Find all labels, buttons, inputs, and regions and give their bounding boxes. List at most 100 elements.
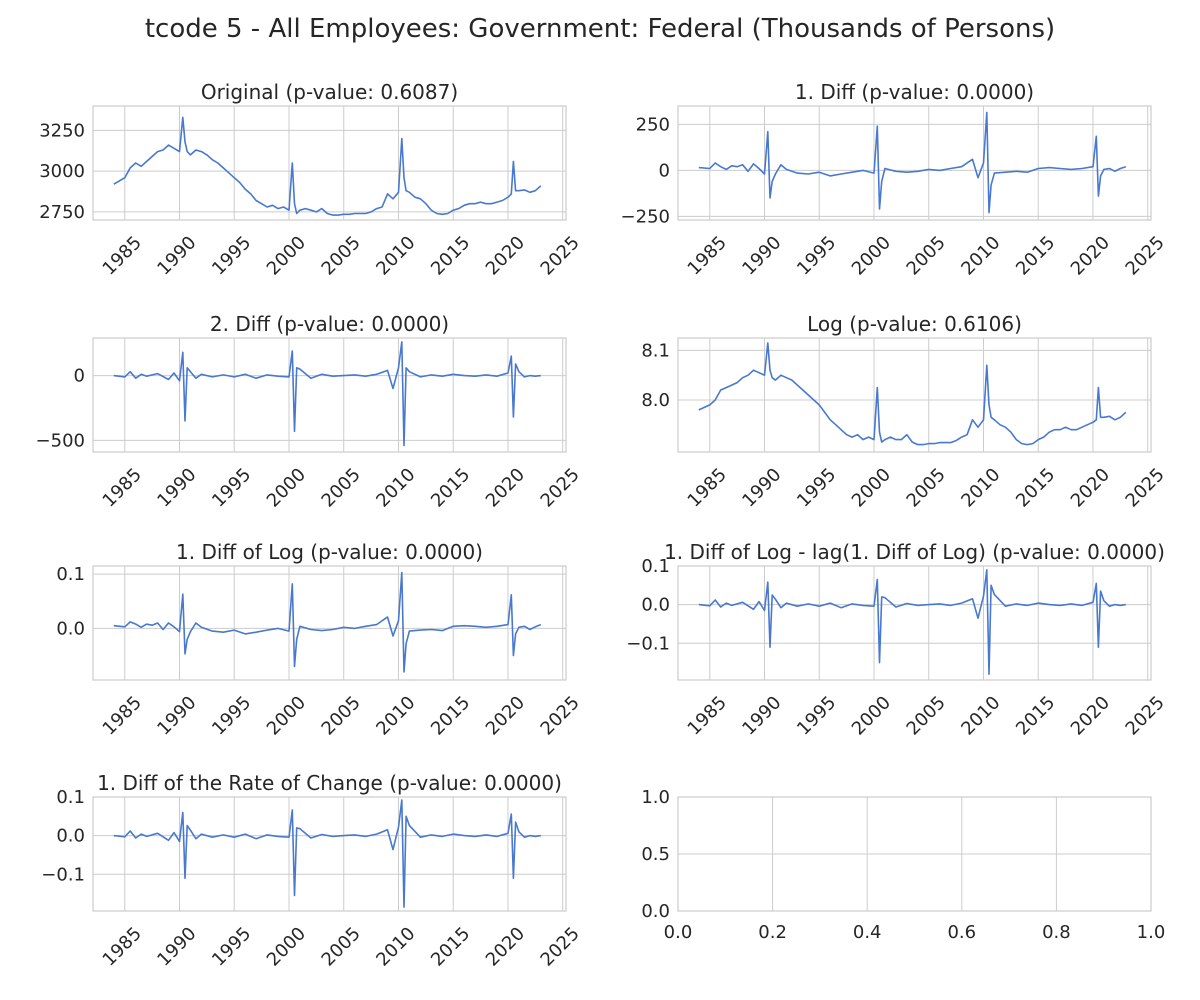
subplot-title: 1. Diff (p-value: 0.0000) (795, 80, 1034, 104)
subplot-6: 1. Diff of Log - lag(1. Diff of Log) (p-… (626, 540, 1169, 739)
x-tick-label: 2025 (1122, 692, 1169, 739)
subplot-title: 1. Diff of the Rate of Change (p-value: … (97, 771, 562, 795)
x-tick-label: 2020 (482, 923, 529, 970)
x-tick-label: 2000 (263, 232, 310, 279)
x-tick-label: 0.8 (1042, 922, 1071, 943)
x-tick-label: 1985 (99, 923, 146, 970)
axes-frame (92, 796, 567, 912)
y-tick-label: 3250 (39, 120, 85, 141)
x-tick-label: 2015 (1012, 464, 1059, 511)
y-tick-label: 0 (74, 366, 85, 387)
x-tick-label: 2010 (957, 692, 1004, 739)
x-tick-label: 2015 (1012, 692, 1059, 739)
y-tick-label: −0.1 (41, 864, 85, 885)
x-tick-label: 1985 (684, 464, 731, 511)
x-tick-label: 2005 (318, 464, 365, 511)
x-tick-label: 2010 (372, 232, 419, 279)
x-tick-label: 1985 (99, 232, 146, 279)
x-tick-label: 2020 (482, 232, 529, 279)
y-tick-label: −0.1 (626, 633, 670, 654)
x-tick-label: 2000 (263, 464, 310, 511)
x-tick-label: 1990 (153, 232, 200, 279)
x-tick-label: 2020 (1067, 464, 1114, 511)
x-tick-label: 2015 (427, 232, 474, 279)
x-tick-label: 0.4 (853, 922, 882, 943)
x-tick-label: 1985 (684, 692, 731, 739)
subplot-3: 2. Diff (p-value: 0.0000) −500 0 1985 1990 19… (36, 312, 584, 511)
x-tick-label: 1995 (208, 232, 255, 279)
x-tick-label: 2000 (848, 692, 895, 739)
y-tick-label: 0.0 (641, 901, 670, 922)
x-tick-label: 2005 (318, 923, 365, 970)
series-line (113, 799, 541, 908)
subplot-5: 1. Diff of Log (p-value: 0.0000) 0.0 0.1 19… (56, 540, 583, 739)
x-tick-label: 0.6 (947, 922, 976, 943)
series-line (113, 341, 541, 447)
x-tick-label: 2010 (372, 464, 419, 511)
x-tick-label: 2025 (537, 464, 584, 511)
x-tick-label: 2010 (372, 923, 419, 970)
y-tick-label: 250 (636, 114, 670, 135)
x-tick-label: 1990 (738, 692, 785, 739)
x-tick-label: 2015 (427, 923, 474, 970)
axes-frame (677, 565, 1152, 681)
subplot-title: Original (p-value: 0.6087) (201, 80, 458, 104)
axes-frame (677, 796, 1152, 912)
subplot-title: 2. Diff (p-value: 0.0000) (210, 312, 449, 336)
x-tick-label: 0.2 (758, 922, 787, 943)
subplot-1: Original (p-value: 0.6087) 2750 3000 3250 19… (39, 80, 584, 279)
x-tick-label: 2025 (537, 232, 584, 279)
y-tick-label: −500 (36, 430, 85, 451)
x-tick-label: 2025 (1122, 464, 1169, 511)
x-tick-label: 0.0 (664, 922, 693, 943)
series-line (113, 116, 542, 216)
series-line (113, 571, 542, 673)
y-tick-label: 1.0 (641, 787, 670, 808)
x-tick-label: 2015 (1012, 232, 1059, 279)
x-tick-label: 2005 (903, 692, 950, 739)
x-tick-label: 2020 (482, 464, 529, 511)
x-tick-label: 2000 (848, 464, 895, 511)
x-tick-label: 1995 (793, 692, 840, 739)
x-tick-label: 1990 (738, 232, 785, 279)
x-tick-label: 1995 (793, 232, 840, 279)
x-tick-label: 1990 (153, 464, 200, 511)
x-tick-label: 1990 (738, 464, 785, 511)
x-tick-label: 2005 (318, 692, 365, 739)
figure-title: tcode 5 - All Employees: Government: Fed… (144, 14, 1056, 44)
y-tick-label: 3000 (39, 161, 85, 182)
x-tick-label: 1985 (99, 464, 146, 511)
x-tick-label: 2025 (537, 692, 584, 739)
x-tick-label: 2005 (903, 464, 950, 511)
x-tick-label: 2010 (957, 464, 1004, 511)
x-tick-label: 2000 (263, 923, 310, 970)
x-tick-label: 1995 (208, 464, 255, 511)
series-line (698, 569, 1126, 676)
x-tick-label: 1995 (208, 923, 255, 970)
subplot-title: 1. Diff of Log (p-value: 0.0000) (176, 540, 483, 564)
x-tick-label: 1995 (208, 692, 255, 739)
x-tick-label: 1990 (153, 923, 200, 970)
x-tick-label: 2005 (318, 232, 365, 279)
series-line (698, 342, 1127, 446)
y-tick-label: 0.1 (56, 564, 85, 585)
y-tick-label: 0 (659, 160, 670, 181)
x-tick-label: 1985 (684, 232, 731, 279)
axes-frame (92, 337, 567, 453)
x-tick-label: 1.0 (1137, 922, 1166, 943)
x-tick-label: 2025 (537, 923, 584, 970)
subplot-title: Log (p-value: 0.6106) (807, 312, 1022, 336)
y-tick-label: 0.5 (641, 844, 670, 865)
x-tick-label: 2020 (1067, 232, 1114, 279)
x-tick-label: 2015 (427, 464, 474, 511)
x-tick-label: 2005 (903, 232, 950, 279)
x-tick-label: 2000 (848, 232, 895, 279)
x-tick-label: 2025 (1122, 232, 1169, 279)
y-tick-label: −250 (621, 206, 670, 227)
x-tick-label: 1990 (153, 692, 200, 739)
x-tick-label: 2020 (1067, 692, 1114, 739)
x-tick-label: 2010 (957, 232, 1004, 279)
x-tick-label: 2000 (263, 692, 310, 739)
y-tick-label: 0.0 (641, 595, 670, 616)
axes-frame (677, 337, 1152, 453)
